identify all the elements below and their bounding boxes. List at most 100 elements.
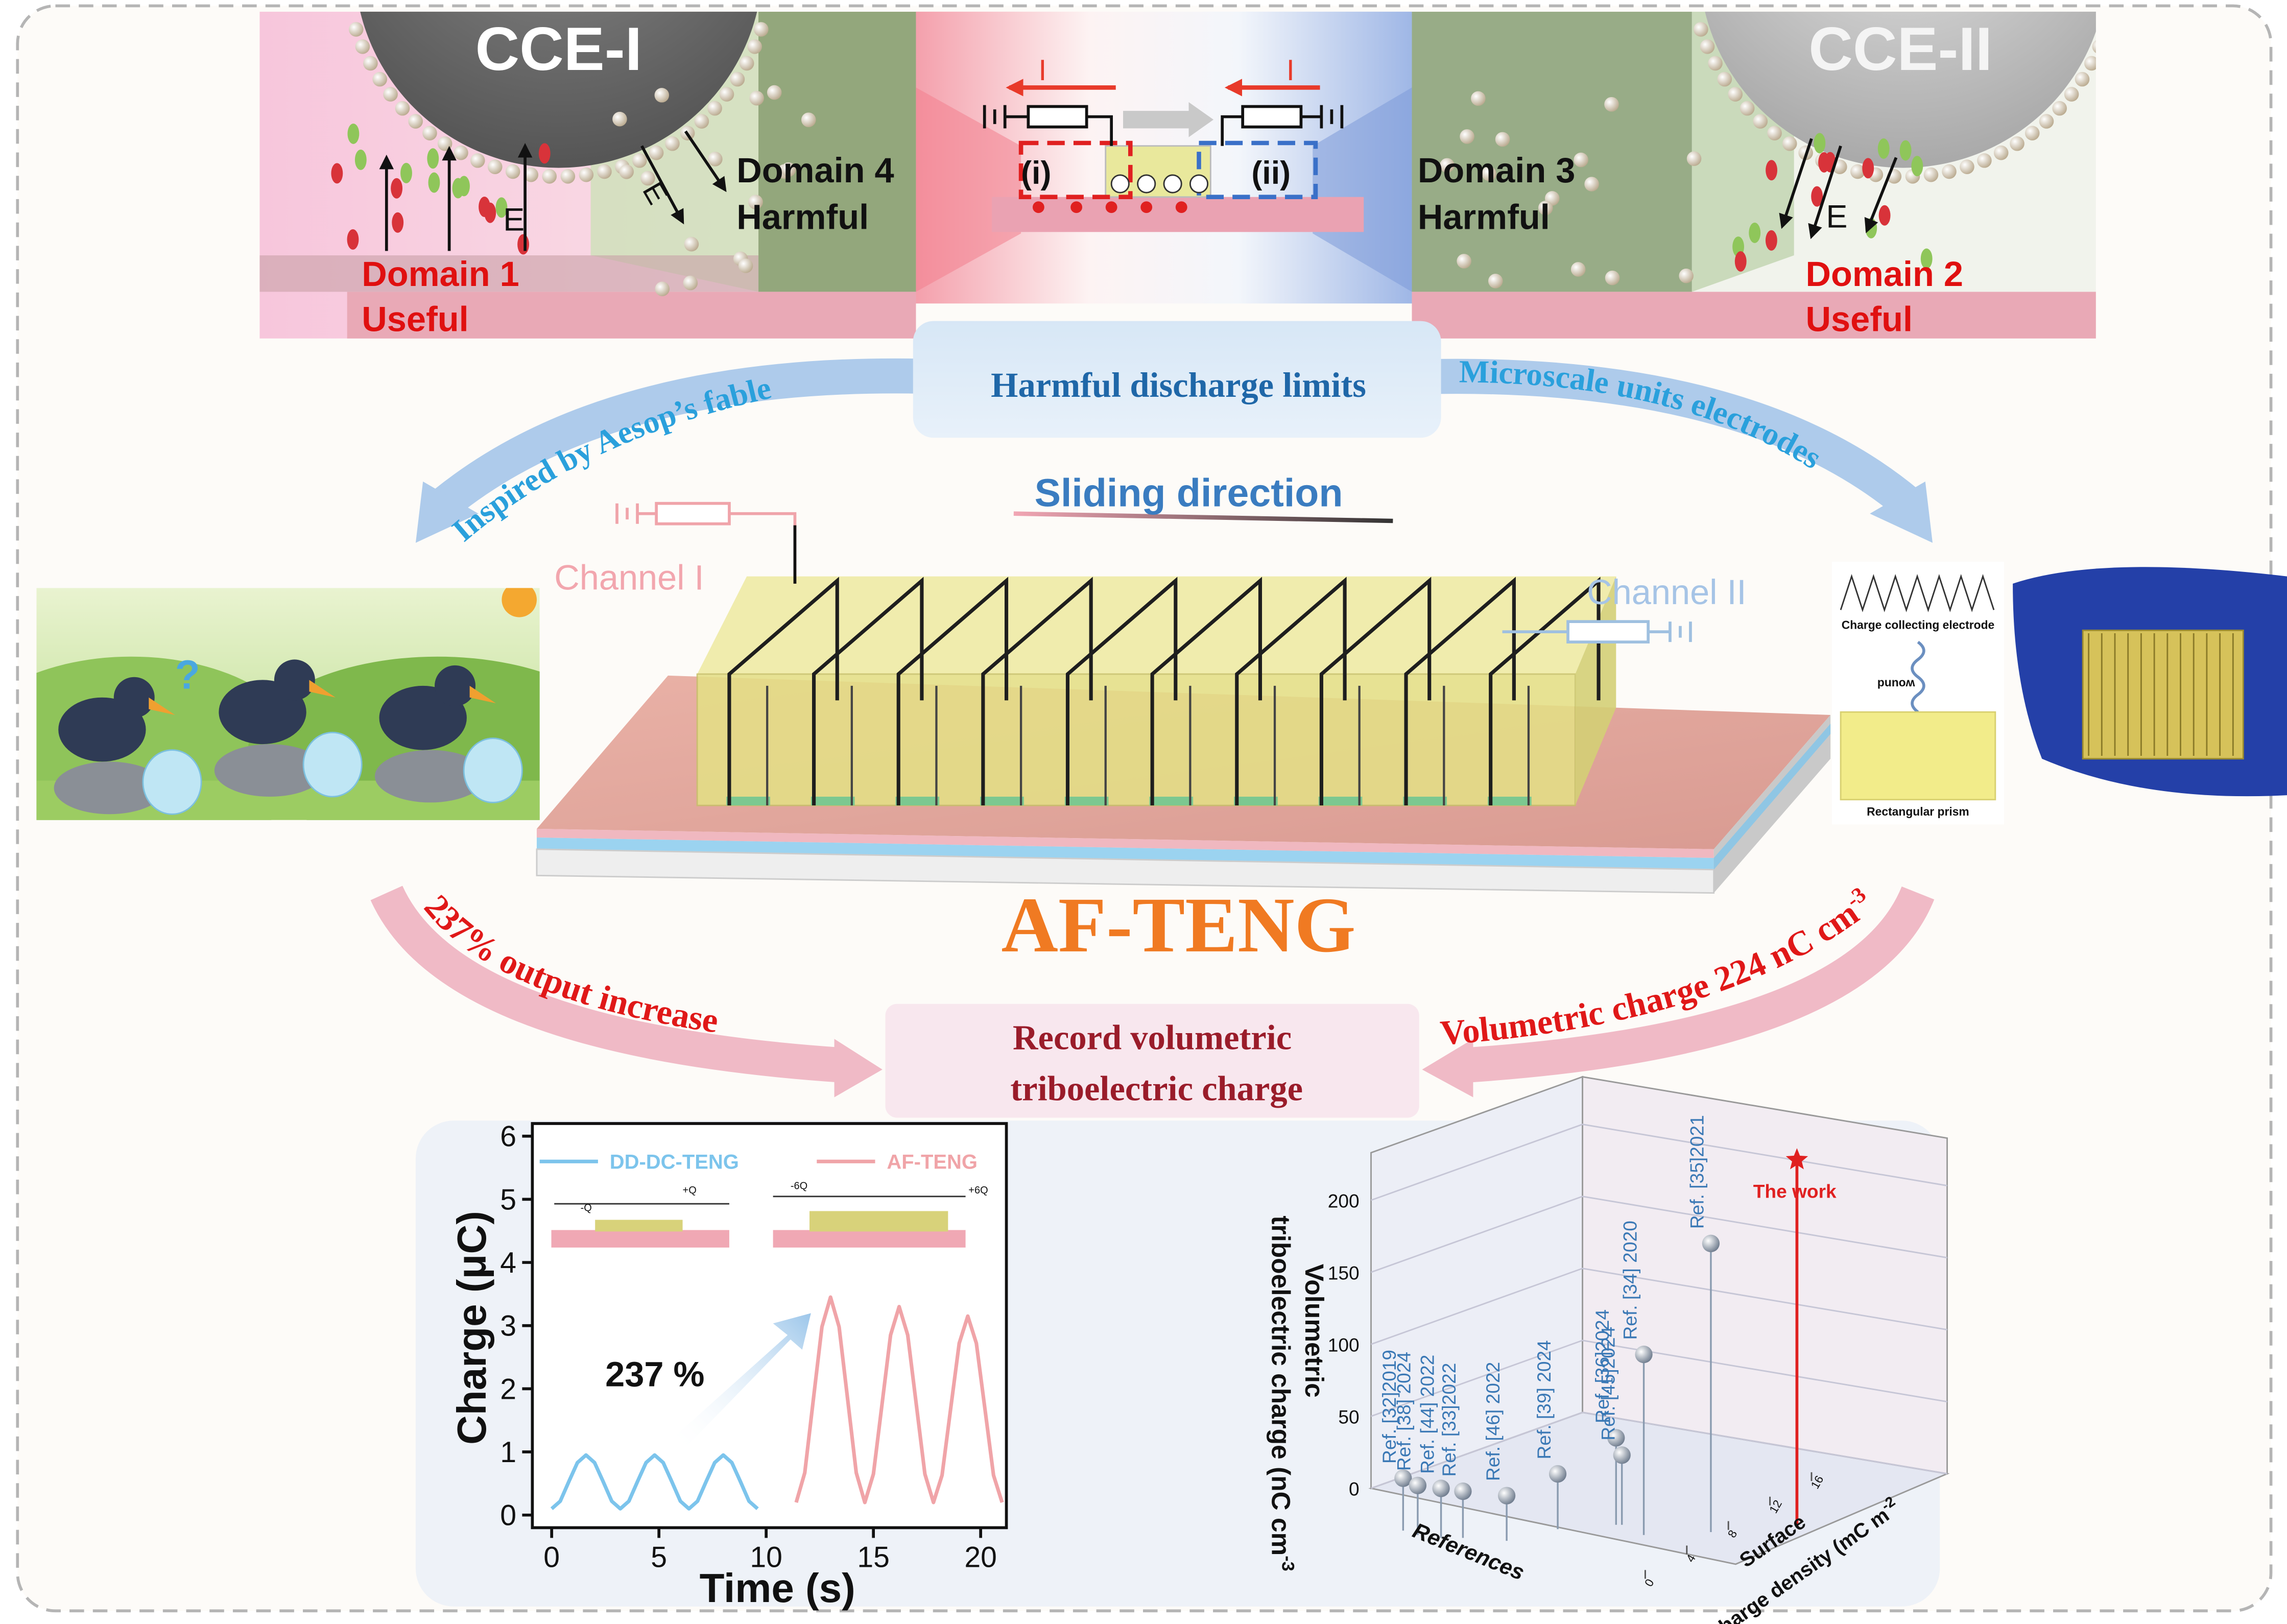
arrow-band — [434, 358, 934, 517]
arrow-band — [1436, 359, 1919, 517]
charge — [1189, 174, 1209, 194]
electrode — [812, 577, 924, 806]
point-label: Ref. [39] 2024 — [1533, 1340, 1555, 1459]
grid-line — [1371, 1124, 1947, 1201]
charge — [1163, 174, 1182, 194]
particle — [1488, 274, 1503, 289]
particle — [1440, 158, 1455, 173]
electrode — [981, 577, 1093, 806]
charge — [1137, 174, 1156, 194]
resistor — [1566, 620, 1650, 643]
point-label: Ref. [35]2021 — [1686, 1115, 1708, 1229]
particle — [749, 90, 764, 106]
region-label: (ii) — [1251, 155, 1291, 191]
charge — [1175, 201, 1187, 213]
inset-label: Charge collecting electrode — [1842, 618, 1995, 631]
limits-text: Harmful discharge limits — [991, 366, 1366, 404]
charge — [1032, 201, 1044, 213]
z-tick-label: 200 — [1328, 1190, 1360, 1211]
data-point — [1497, 1487, 1516, 1504]
electrode — [896, 577, 1009, 806]
question-mark: ? — [175, 652, 200, 698]
series-line — [550, 1453, 759, 1511]
particle — [1717, 71, 1732, 87]
helix — [1911, 640, 1925, 713]
particle — [1460, 129, 1474, 144]
charge-drop — [484, 202, 496, 223]
particle — [2024, 126, 2040, 140]
inset-substrate — [551, 1230, 729, 1248]
record-box — [885, 1004, 1419, 1118]
crow-head — [274, 659, 315, 701]
electrode-base — [1234, 797, 1278, 806]
point-label: Ref. [36]2024 — [1591, 1309, 1613, 1423]
particle — [2084, 56, 2096, 71]
particle — [2052, 101, 2067, 116]
electrode-base — [1487, 797, 1532, 806]
particle — [640, 171, 655, 186]
region-box — [1018, 140, 1133, 200]
arrow-head — [415, 481, 479, 543]
particle — [708, 152, 723, 166]
particle — [707, 101, 722, 116]
crow-scene — [36, 588, 540, 820]
particle — [454, 145, 468, 160]
jar — [463, 737, 523, 803]
charge-drop — [1765, 230, 1777, 251]
x-tick-label: 10 — [750, 1541, 782, 1574]
underline — [1013, 511, 1393, 523]
particle — [2010, 136, 2024, 151]
increase-arrow — [674, 1313, 811, 1448]
y-tick-label: 1 — [500, 1436, 516, 1469]
point-label: Ref. [32]2019 — [1378, 1350, 1400, 1464]
particle — [348, 22, 364, 37]
charge-drop — [538, 143, 551, 164]
domain-label: Domain 2 — [1806, 254, 1963, 294]
z-tick-label: 0 — [1349, 1478, 1360, 1500]
current-label: I — [1038, 54, 1046, 87]
charge-drop — [495, 197, 508, 218]
charge-drop — [347, 123, 360, 144]
charge-drop — [400, 162, 412, 183]
z-tick-label: 100 — [1328, 1334, 1360, 1356]
point-label: Ref. [46] 2022 — [1482, 1362, 1504, 1481]
substrate — [347, 292, 916, 339]
charge-drop — [1899, 140, 1912, 161]
charge-drop — [1766, 160, 1778, 181]
electrode — [360, 11, 757, 168]
crow-head — [113, 677, 155, 718]
cce-shape — [916, 87, 1021, 292]
charge-drop — [354, 149, 367, 170]
charge-drop — [1734, 251, 1747, 272]
y-tick-label: 2 — [500, 1373, 516, 1405]
charge-drop — [1749, 222, 1761, 243]
domain-note: Useful — [362, 300, 468, 339]
point-label: Ref. [33]2022 — [1438, 1363, 1460, 1477]
particle — [1753, 114, 1768, 129]
electrode-base — [980, 797, 1024, 806]
particle — [1471, 91, 1486, 106]
domain-note: Harmful — [1418, 198, 1550, 237]
y-tick-label: 5 — [500, 1183, 516, 1216]
electrodes — [726, 577, 1601, 806]
x-tick-label: 20 — [964, 1541, 997, 1574]
arrow-head — [1870, 481, 1933, 543]
legend-label: DD-DC-TENG — [610, 1151, 739, 1174]
electrode-base — [895, 797, 940, 806]
particle — [560, 169, 576, 184]
particle — [1605, 270, 1620, 285]
charge — [1070, 201, 1083, 213]
particle — [487, 159, 503, 174]
charge-drop — [1862, 158, 1874, 179]
particle — [2064, 87, 2079, 102]
grid-line — [1371, 1268, 1947, 1345]
field-arrow — [1808, 145, 1842, 240]
inset-substrate — [773, 1230, 966, 1248]
channel-circuit — [615, 503, 797, 584]
charge — [1140, 201, 1153, 213]
rock — [54, 761, 165, 815]
particle — [665, 136, 680, 151]
particle — [372, 71, 387, 87]
substrate — [1412, 292, 2096, 339]
